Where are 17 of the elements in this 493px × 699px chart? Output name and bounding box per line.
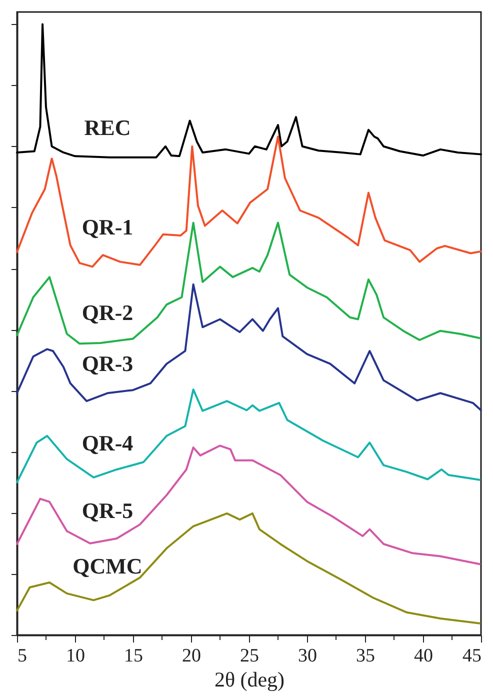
series-label: QCMC (72, 554, 142, 579)
x-tick-label: 30 (298, 646, 317, 666)
x-tick-label: 20 (182, 646, 201, 666)
x-tick-label: 35 (356, 646, 375, 666)
series-label: QR-2 (82, 300, 134, 325)
series-label: QR-1 (82, 214, 134, 240)
x-tick-label: 10 (66, 646, 85, 666)
x-axis-title: 2θ (deg) (214, 668, 285, 692)
series-label: QR-4 (82, 430, 134, 456)
x-tick-label: 25 (240, 646, 259, 666)
x-tick-label: 45 (462, 646, 482, 666)
x-tick-label: 5 (18, 646, 27, 666)
series-label: QR-5 (82, 498, 134, 523)
series-label: REC (84, 114, 131, 140)
series-label: QR-3 (82, 350, 134, 376)
x-tick-label: 40 (414, 646, 433, 666)
x-tick-label: 15 (124, 646, 143, 666)
